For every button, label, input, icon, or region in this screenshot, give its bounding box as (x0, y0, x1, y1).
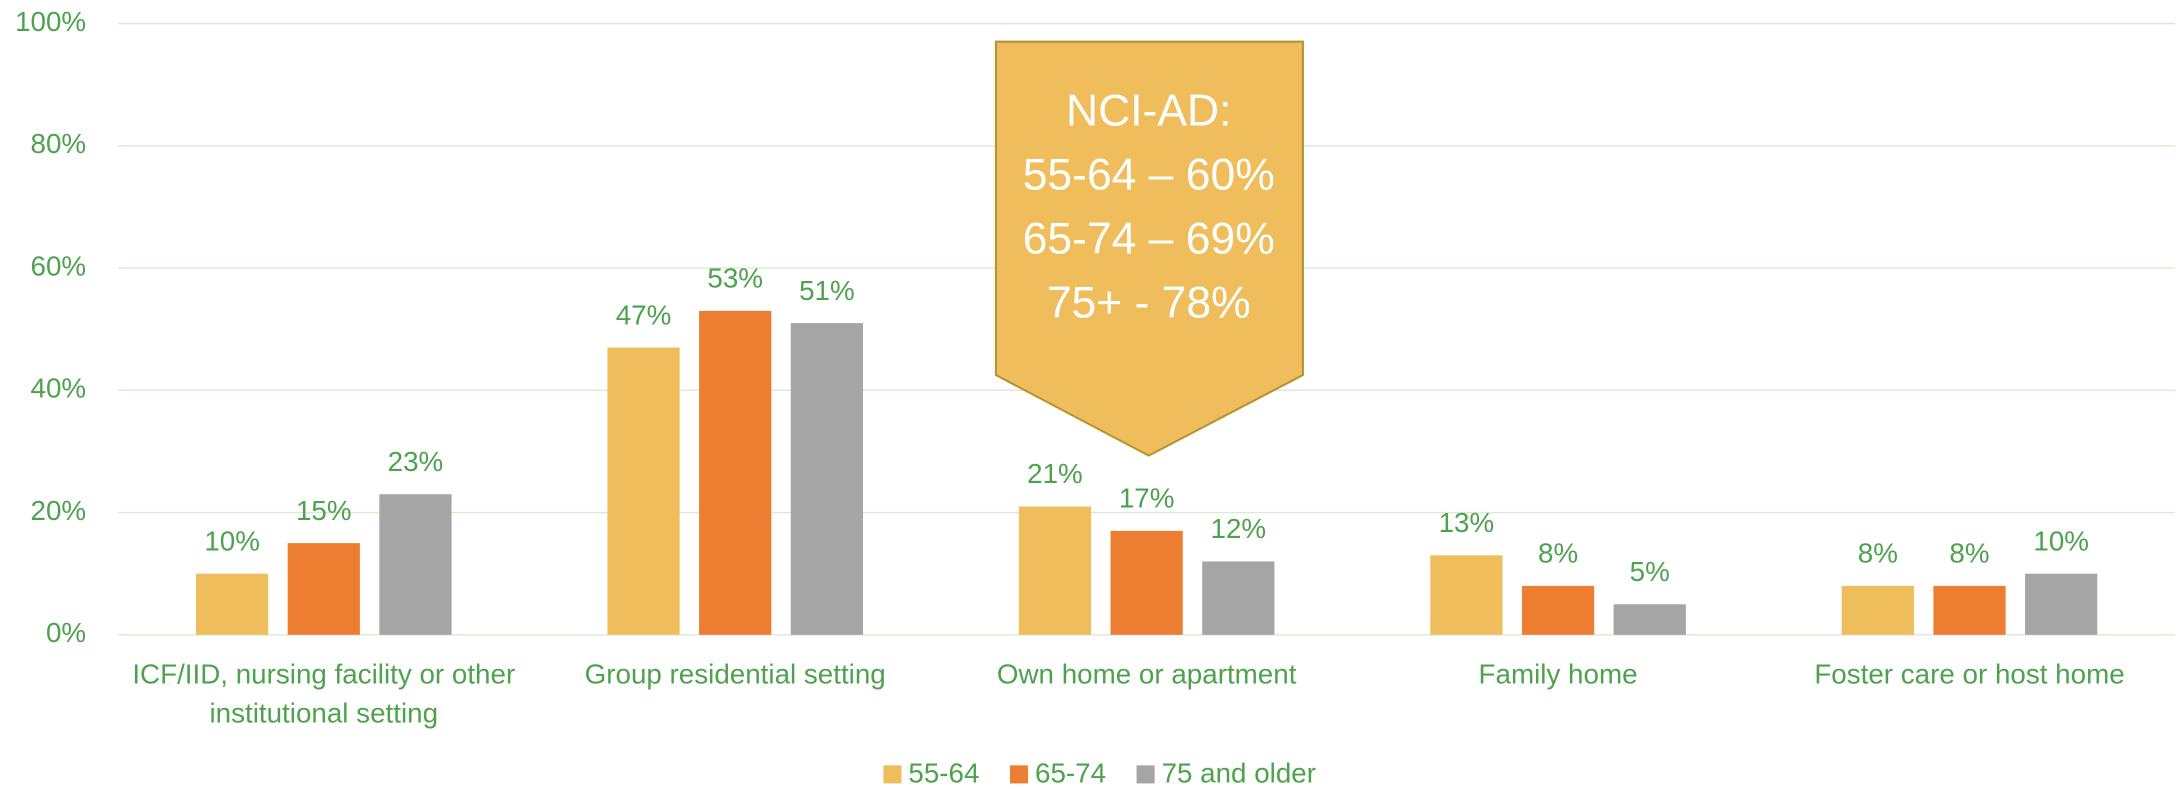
callout-text: 75+ - 78% (1047, 278, 1251, 327)
x-tick-label-box: Own home or apartment (996, 659, 1297, 691)
data-label: 21% (1027, 458, 1083, 489)
bar (1110, 530, 1183, 635)
bar (1841, 585, 1914, 635)
bar (1430, 555, 1503, 635)
bar (287, 543, 360, 635)
x-tick-label: ICF/IID, nursing facility or other insti… (132, 659, 516, 730)
x-tick-label-box: Family home (1478, 659, 1638, 691)
data-label: 8% (1538, 538, 1578, 569)
y-tick-label: 80% (31, 128, 87, 159)
data-label: 13% (1439, 507, 1495, 538)
x-tick-label: Group residential setting (584, 659, 886, 691)
bar (2025, 573, 2098, 635)
x-tick-label: Own home or apartment (996, 659, 1297, 691)
x-tick-label-box: Foster care or host home (1814, 659, 2125, 691)
x-tick-label: Family home (1478, 659, 1638, 691)
data-label: 23% (388, 446, 444, 477)
y-tick-label: 100% (15, 6, 86, 37)
x-tick-label-box: Group residential setting (584, 659, 886, 691)
data-label: 10% (204, 525, 260, 556)
bar (1018, 506, 1092, 635)
data-label: 8% (1949, 538, 1989, 569)
data-label: 5% (1630, 556, 1670, 587)
x-tick-label-box: ICF/IID, nursing facility or other insti… (132, 659, 516, 730)
legend-swatch (1136, 765, 1155, 784)
bar (1521, 585, 1595, 635)
legend-swatch (883, 765, 902, 784)
callout-text: 55-64 – 60% (1023, 151, 1275, 200)
x-tick-label: Foster care or host home (1814, 659, 2125, 691)
y-tick-label: 20% (31, 495, 87, 526)
y-tick-label: 60% (31, 250, 87, 281)
bar (790, 323, 864, 635)
callout-text: NCI-AD: (1066, 87, 1231, 136)
bar (379, 494, 452, 635)
data-label: 12% (1211, 513, 1267, 544)
callout-text: 65-74 – 69% (1023, 214, 1275, 263)
callout (994, 40, 1304, 457)
data-label: 15% (296, 495, 352, 526)
data-label: 51% (799, 275, 855, 306)
legend-label: 75 and older (1162, 757, 1316, 788)
legend-label: 55-64 (908, 757, 979, 788)
bar (1613, 604, 1686, 635)
data-label: 47% (616, 299, 672, 330)
data-label: 10% (2033, 525, 2089, 556)
data-label: 17% (1119, 483, 1175, 514)
y-tick-label: 40% (31, 373, 87, 404)
legend-swatch (1010, 765, 1029, 784)
data-label: 53% (707, 263, 763, 294)
bar (195, 573, 269, 635)
bar (1202, 561, 1275, 635)
legend-label: 65-74 (1035, 757, 1106, 788)
data-label: 8% (1858, 538, 1898, 569)
bar (607, 347, 680, 635)
bar (699, 310, 772, 635)
y-tick-label: 0% (46, 617, 86, 648)
bar (1933, 585, 2006, 635)
